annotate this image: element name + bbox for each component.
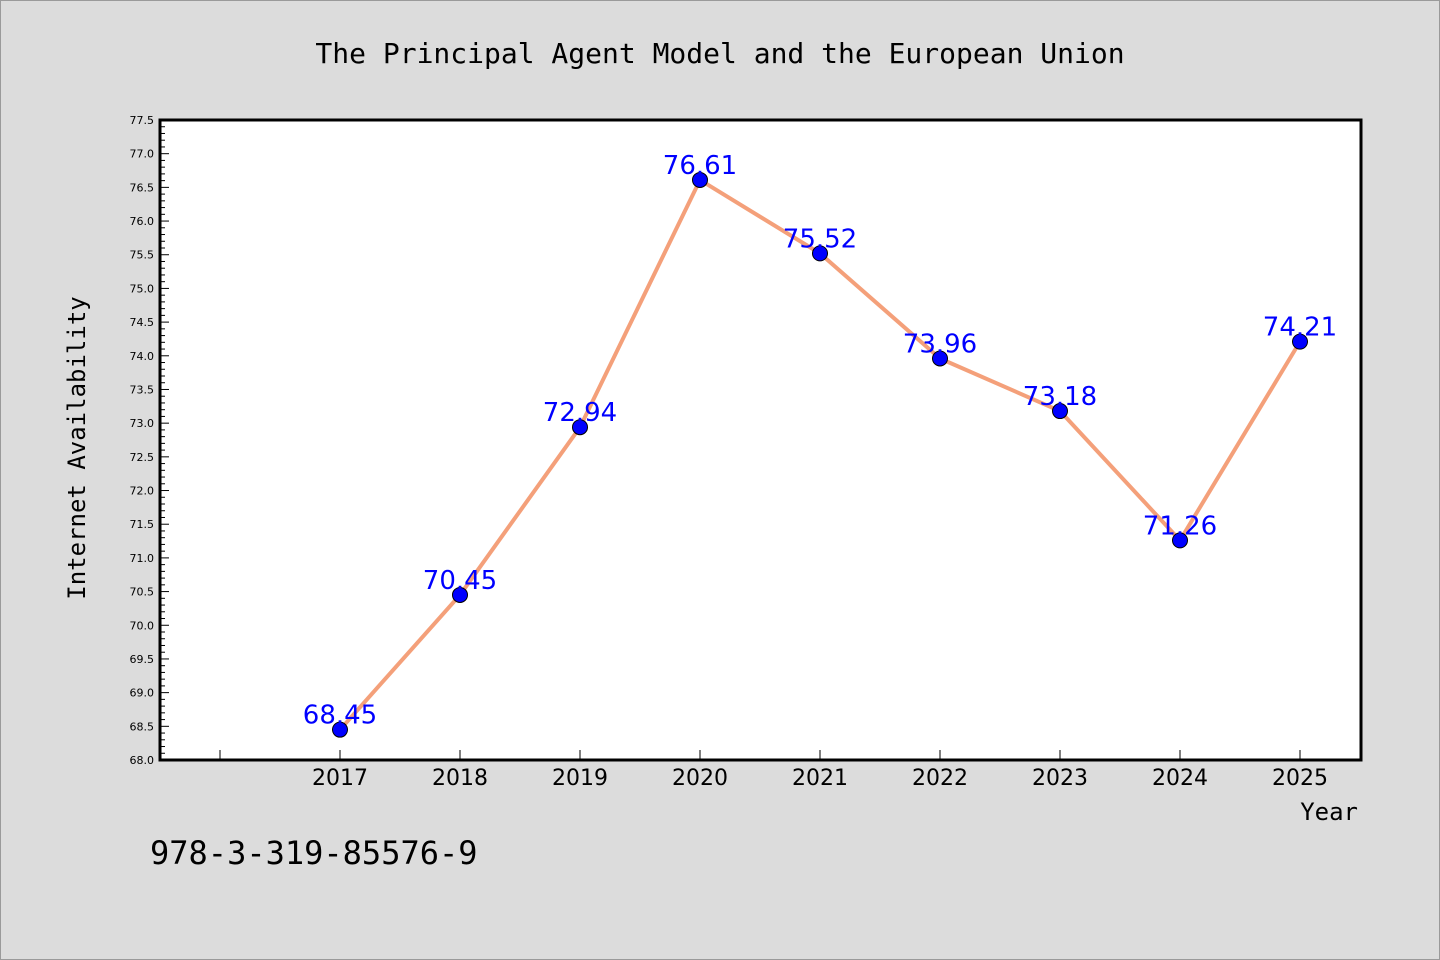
y-tick-label: 74.5 — [130, 316, 155, 329]
y-tick-label: 71.5 — [130, 518, 155, 531]
x-axis: 2017 2018 2019 2020 2021 2022 2023 2024 2025 — [219, 750, 1328, 791]
data-point-2017 — [332, 721, 348, 738]
x-tick-label-2020: 2020 — [672, 766, 728, 791]
data-label-2018: 70.45 — [423, 566, 497, 596]
x-tick-label-2017: 2017 — [312, 766, 368, 791]
y-tick-label: 68.0 — [130, 754, 155, 767]
y-axis: 68.0 68.5 69.0 69.5 70.0 70.5 71.0 71.5 72.0 72.5… — [130, 114, 169, 767]
data-label-2021: 75.52 — [783, 224, 857, 254]
y-tick-label: 71.0 — [130, 552, 155, 565]
data-point-2024 — [1172, 532, 1188, 549]
data-label-2022: 73.96 — [903, 329, 977, 359]
data-label-group: 68.45 70.45 72.94 76.61 75.52 73.96 73.18 71.26… — [303, 151, 1337, 731]
y-tick-label: 73.0 — [130, 417, 155, 430]
x-tick-label-2019: 2019 — [552, 766, 608, 791]
x-tick-label-2018: 2018 — [432, 766, 488, 791]
series-line-group — [332, 171, 1308, 738]
data-label-2025: 74.21 — [1263, 313, 1337, 343]
plot-border — [158, 118, 1363, 762]
data-point-2021 — [812, 245, 828, 262]
y-tick-label: 75.5 — [130, 249, 155, 262]
y-tick-label: 69.5 — [130, 653, 155, 666]
y-tick-label: 72.0 — [130, 485, 155, 498]
y-tick-label: 75.0 — [130, 282, 155, 295]
x-tick-label-2023: 2023 — [1032, 766, 1088, 791]
data-label-2024: 71.26 — [1143, 511, 1217, 541]
y-tick-label: 76.5 — [130, 181, 155, 194]
data-point-2020 — [692, 171, 708, 188]
data-label-2017: 68.45 — [303, 701, 377, 731]
y-tick-label: 74.0 — [130, 350, 155, 363]
data-label-2023: 73.18 — [1023, 382, 1097, 412]
y-axis-label: Internet Availability — [63, 296, 91, 599]
y-tick-label: 69.0 — [130, 687, 155, 700]
plot-area — [160, 120, 1361, 760]
data-point-2025 — [1292, 333, 1308, 350]
x-tick-label-2022: 2022 — [912, 766, 968, 791]
x-axis-label: Year — [1300, 798, 1358, 826]
data-point-2018 — [452, 586, 468, 603]
data-point-2019 — [572, 419, 588, 436]
y-tick-label: 68.5 — [130, 720, 155, 733]
chart-title: The Principal Agent Model and the Europe… — [315, 37, 1124, 70]
y-tick-label: 73.5 — [130, 383, 155, 396]
y-tick-label: 77.5 — [130, 114, 155, 127]
y-tick-label: 72.5 — [130, 451, 155, 464]
y-tick-label: 70.0 — [130, 619, 155, 632]
data-point-2022 — [932, 350, 948, 367]
x-tick-label-2025: 2025 — [1272, 766, 1328, 791]
y-tick-label: 77.0 — [130, 148, 155, 161]
x-tick-label-2024: 2024 — [1152, 766, 1208, 791]
data-label-2019: 72.94 — [543, 398, 617, 428]
x-tick-label-2021: 2021 — [792, 766, 848, 791]
data-point-2023 — [1052, 403, 1068, 420]
y-tick-label: 76.0 — [130, 215, 155, 228]
y-tick-label: 70.5 — [130, 586, 155, 599]
footnote-isbn: 978-3-319-85576-9 — [150, 834, 478, 872]
data-label-2020: 76.61 — [663, 151, 737, 181]
